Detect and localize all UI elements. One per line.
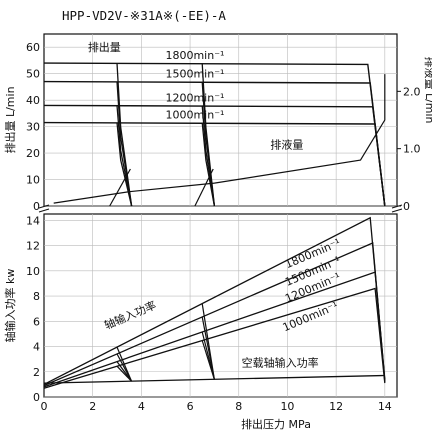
power-cutoff-line [116, 353, 133, 382]
noload-power-label: 空载轴输入功率 [242, 356, 319, 370]
bottom-y-tick-label: 0 [33, 391, 40, 404]
top-y-tick-label: 50 [26, 68, 40, 81]
top-y-tick-label: 20 [26, 147, 40, 160]
power-curve [43, 287, 386, 389]
power-series-label: 轴输入功率 [102, 298, 158, 332]
chart-title: HPP-VD2V-※31A※(-EE)-A [62, 8, 226, 23]
y2-tick-label: 0 [403, 200, 410, 213]
y-axis-label-discharge: 排出量 L/min [3, 86, 17, 153]
top-y-tick-label: 0 [33, 200, 40, 213]
x-tick-label: 14 [378, 400, 392, 413]
power-cutoff-line [201, 316, 215, 380]
axis-break-mark [38, 204, 50, 213]
x-tick-label: 0 [41, 400, 48, 413]
top-y-tick-label: 30 [26, 121, 40, 134]
y2-axis-label-drain: 排液量 L/min [423, 56, 432, 123]
cutoff-dropoff-line [201, 81, 216, 207]
cutoff-rise-line [194, 168, 214, 207]
power-curve [43, 271, 386, 388]
x-tick-label: 2 [89, 400, 96, 413]
bottom-y-tick-label: 8 [33, 290, 40, 303]
discharge-curve-label: 1800min⁻¹ [165, 49, 224, 62]
cutoff-dropoff-line [116, 81, 133, 207]
cutoff-dropoff-line [201, 122, 216, 207]
power-cutoff-line [116, 365, 133, 382]
bottom-y-tick-label: 4 [33, 341, 40, 354]
x-tick-label: 12 [329, 400, 343, 413]
x-axis-label: 排出压力 MPa [241, 417, 311, 431]
x-tick-label: 10 [280, 400, 294, 413]
y2-tick-label: 2.0 [403, 85, 421, 98]
x-tick-label: 8 [235, 400, 242, 413]
y-axis-label-power: 轴输入功率 kw [3, 269, 17, 343]
y2-tick-label: 1.0 [403, 143, 421, 156]
discharge-curve-label: 1200min⁻¹ [165, 91, 224, 104]
bottom-y-tick-label: 14 [26, 214, 40, 227]
discharge-curve-label: 1500min⁻¹ [165, 68, 224, 81]
cutoff-dropoff-line [116, 105, 133, 207]
bottom-y-tick-label: 2 [33, 366, 40, 379]
top-y-tick-label: 60 [26, 41, 40, 54]
x-tick-label: 4 [138, 400, 145, 413]
drain-series-label: 排液量 [270, 138, 303, 152]
cutoff-rise-line [109, 168, 131, 207]
discharge-curve [43, 121, 386, 207]
discharge-panel: 0 10 20 30 40 50 60 0 1.0 2.0 排出量 L/min 排液量 L/min 18… [3, 33, 432, 213]
discharge-curve-label: 1000min⁻¹ [165, 109, 224, 122]
discharge-curve [43, 62, 386, 207]
bottom-y-tick-label: 6 [33, 315, 40, 328]
top-y-tick-label: 40 [26, 94, 40, 107]
top-y-tick-label: 10 [26, 174, 40, 187]
power-cutoff-line [201, 340, 215, 380]
bottom-plot-frame [43, 213, 398, 398]
axis-break-mark [391, 204, 403, 213]
bottom-y-tick-label: 10 [26, 265, 40, 278]
bottom-y-tick-label: 12 [26, 240, 40, 253]
cutoff-dropoff-line [116, 122, 133, 207]
discharge-series-label: 排出量 [88, 40, 121, 54]
x-tick-label: 6 [187, 400, 194, 413]
